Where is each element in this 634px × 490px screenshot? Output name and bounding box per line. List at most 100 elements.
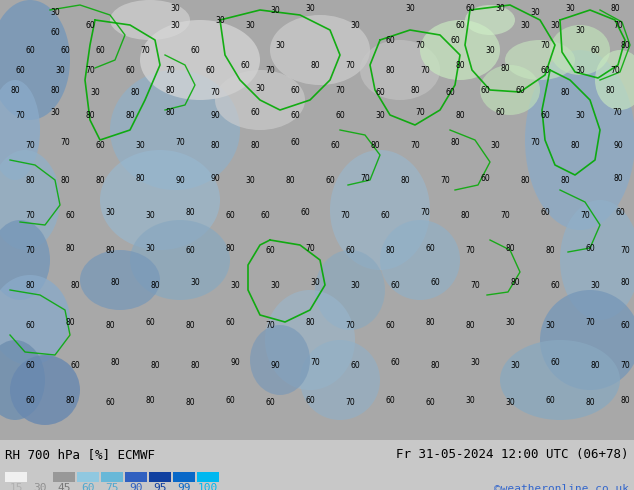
Text: 30: 30	[545, 320, 555, 329]
Ellipse shape	[550, 25, 610, 75]
Bar	[197, 472, 219, 482]
Text: 30: 30	[350, 21, 360, 29]
Text: 80: 80	[150, 361, 160, 369]
Text: 30: 30	[490, 141, 500, 149]
Text: 30: 30	[50, 107, 60, 117]
Text: 70: 70	[415, 107, 425, 117]
Text: 90: 90	[230, 358, 240, 367]
Text: 60: 60	[390, 358, 400, 367]
Text: 70: 70	[440, 175, 450, 185]
Text: 80: 80	[585, 397, 595, 407]
Text: 90: 90	[210, 111, 220, 120]
Text: 80: 80	[505, 244, 515, 252]
Text: 100: 100	[198, 483, 218, 490]
Text: 70: 70	[335, 85, 345, 95]
Text: 30: 30	[270, 5, 280, 15]
Text: 30: 30	[505, 318, 515, 326]
Text: 30: 30	[350, 280, 360, 290]
Text: 80: 80	[310, 60, 320, 70]
Text: 60: 60	[105, 397, 115, 407]
Ellipse shape	[110, 0, 190, 40]
Text: 80: 80	[60, 175, 70, 185]
Text: 70: 70	[265, 66, 275, 74]
Text: 70: 70	[540, 41, 550, 49]
Text: 80: 80	[125, 111, 135, 120]
Text: 80: 80	[560, 175, 570, 185]
Text: 80: 80	[65, 395, 75, 405]
Text: 60: 60	[385, 35, 395, 45]
Text: 70: 70	[613, 21, 623, 29]
Text: 80: 80	[110, 358, 120, 367]
Text: 80: 80	[560, 88, 570, 97]
Text: 60: 60	[25, 320, 35, 329]
Text: 30: 30	[375, 111, 385, 120]
Text: 80: 80	[610, 3, 620, 13]
Text: 70: 70	[210, 88, 220, 97]
Text: 60: 60	[95, 46, 105, 54]
Text: 70: 70	[305, 244, 315, 252]
Text: 45: 45	[57, 483, 71, 490]
Text: 60: 60	[290, 138, 300, 147]
Text: 80: 80	[25, 175, 35, 185]
Text: 60: 60	[385, 395, 395, 405]
Text: 30: 30	[575, 111, 585, 120]
Text: 60: 60	[25, 46, 35, 54]
Text: 80: 80	[620, 277, 630, 287]
Text: 80: 80	[85, 111, 95, 120]
Bar	[173, 472, 195, 482]
Ellipse shape	[250, 325, 310, 395]
Text: 60: 60	[445, 88, 455, 97]
Bar	[53, 472, 75, 482]
Bar	[149, 472, 171, 482]
Text: 70: 70	[25, 245, 35, 254]
Text: 90: 90	[175, 175, 185, 185]
Text: 70: 70	[140, 46, 150, 54]
Ellipse shape	[380, 220, 460, 300]
Text: 60: 60	[540, 111, 550, 120]
Ellipse shape	[595, 50, 634, 110]
Text: 30: 30	[170, 3, 180, 13]
Ellipse shape	[505, 40, 575, 80]
Text: 60: 60	[480, 85, 490, 95]
Text: 80: 80	[605, 85, 615, 95]
Ellipse shape	[110, 70, 240, 190]
Text: 80: 80	[135, 173, 145, 182]
Ellipse shape	[0, 0, 70, 120]
Text: 60: 60	[265, 397, 275, 407]
Text: 30: 30	[575, 66, 585, 74]
Text: 80: 80	[620, 41, 630, 49]
Text: 30: 30	[145, 244, 155, 252]
Text: 30: 30	[145, 211, 155, 220]
Text: 60: 60	[330, 141, 340, 149]
Text: 80: 80	[410, 85, 420, 95]
Text: 80: 80	[285, 175, 295, 185]
Text: 30: 30	[510, 361, 520, 369]
Text: 80: 80	[385, 66, 395, 74]
Text: 80: 80	[425, 318, 435, 326]
Text: 60: 60	[145, 318, 155, 326]
Text: 60: 60	[240, 60, 250, 70]
Text: 60: 60	[550, 280, 560, 290]
Text: 99: 99	[178, 483, 191, 490]
Text: 30: 30	[170, 21, 180, 29]
Text: 15: 15	[10, 483, 23, 490]
Text: 80: 80	[510, 277, 520, 287]
Text: 60: 60	[585, 244, 595, 252]
Text: 60: 60	[290, 111, 300, 120]
Text: 80: 80	[190, 361, 200, 369]
Text: 70: 70	[265, 320, 275, 329]
Text: 60: 60	[515, 85, 525, 95]
Text: 60: 60	[185, 245, 195, 254]
Text: 30: 30	[310, 277, 320, 287]
Text: ©weatheronline.co.uk: ©weatheronline.co.uk	[494, 484, 629, 490]
Text: 30: 30	[565, 3, 575, 13]
Text: 60: 60	[450, 35, 460, 45]
Text: 80: 80	[95, 175, 105, 185]
Text: 60: 60	[590, 46, 600, 54]
Ellipse shape	[540, 290, 634, 390]
Bar	[29, 472, 51, 482]
Text: 60: 60	[250, 107, 260, 117]
Text: 60: 60	[225, 395, 235, 405]
Text: 80: 80	[613, 173, 623, 182]
Text: 70: 70	[165, 66, 175, 74]
